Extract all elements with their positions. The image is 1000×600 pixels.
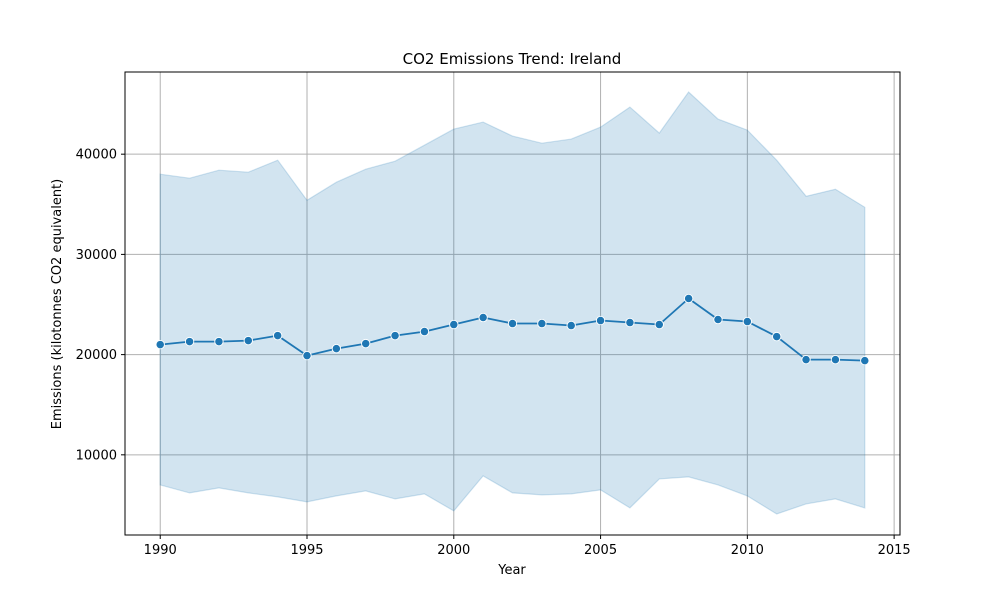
data-point (683, 293, 694, 304)
data-point (713, 314, 723, 325)
x-tick-label: 2015 (878, 543, 911, 558)
data-point (654, 319, 664, 330)
data-point (331, 343, 342, 354)
data-point (155, 339, 165, 350)
confidence-band (159, 91, 866, 515)
gridlines (125, 72, 900, 535)
x-tick-label: 1995 (290, 543, 323, 558)
data-point (742, 316, 752, 327)
data-point (390, 330, 400, 341)
data-point (625, 317, 635, 328)
y-tick-label: 30000 (76, 248, 117, 263)
chart-title: CO2 Emissions Trend: Ireland (403, 50, 622, 68)
x-tick-label: 2005 (584, 543, 617, 558)
data-point (361, 338, 371, 349)
plot-frame (124, 71, 901, 536)
y-tick-label: 20000 (76, 348, 117, 363)
data-points (155, 293, 870, 366)
data-point (449, 319, 459, 330)
data-point (273, 330, 283, 341)
data-point (772, 331, 782, 342)
data-point (507, 318, 518, 329)
y-tick-label: 40000 (76, 148, 117, 163)
axis-ticks: 1990 1995 2000 2005 2010 2015 10000 20000 30000 4… (76, 148, 911, 558)
x-tick-label: 2010 (731, 543, 764, 558)
data-point (478, 312, 488, 323)
data-point (184, 336, 195, 347)
data-point (302, 350, 312, 361)
data-point (595, 315, 606, 326)
y-tick-label: 10000 (76, 448, 117, 463)
data-point (214, 336, 224, 347)
data-point (419, 326, 430, 337)
data-point (830, 354, 841, 365)
data-point (243, 335, 253, 346)
data-point (860, 355, 870, 366)
y-axis-label: Emissions (kilotonnes CO2 equivalent) (50, 179, 65, 429)
x-tick-label: 1990 (144, 543, 177, 558)
data-point (566, 320, 576, 331)
x-axis-label: Year (497, 563, 526, 578)
data-point (801, 354, 811, 365)
x-tick-label: 2000 (437, 543, 470, 558)
data-point (537, 318, 547, 329)
